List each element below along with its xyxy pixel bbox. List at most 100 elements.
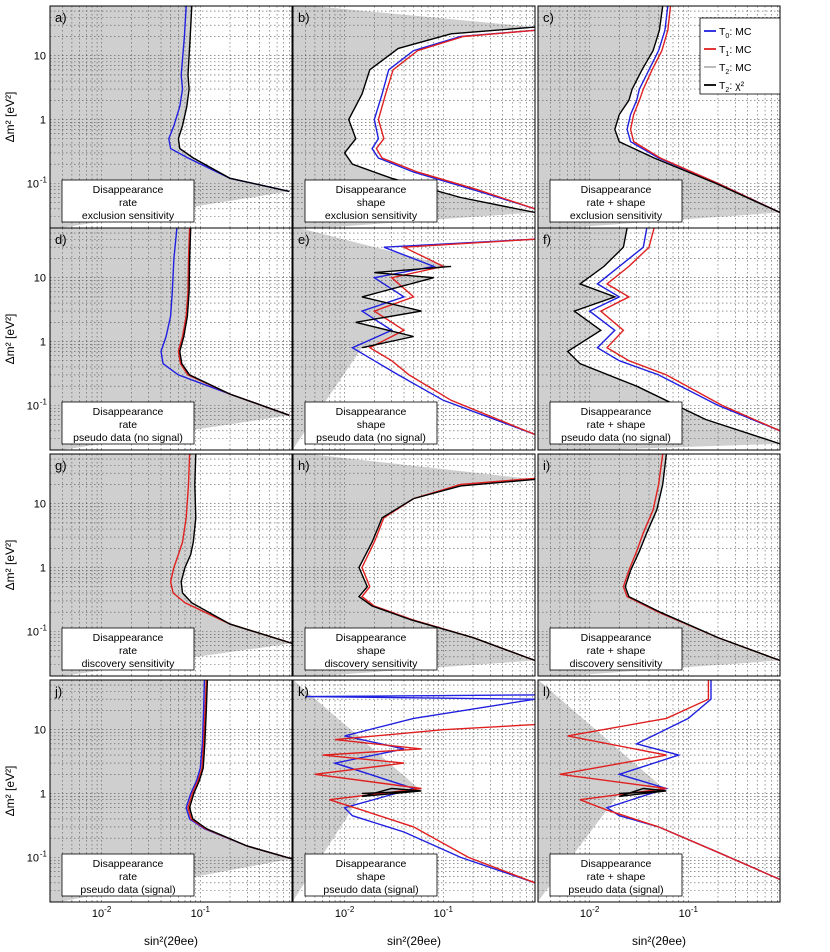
series-line-t2- xyxy=(624,454,780,662)
plot-frame xyxy=(537,227,781,451)
description-line: exclusion sensitivity xyxy=(325,210,418,222)
description-box xyxy=(304,401,438,445)
panel-label: j) xyxy=(54,684,62,699)
description-box xyxy=(61,627,195,671)
y-tick-label: 10 xyxy=(27,852,39,864)
shaded-region xyxy=(538,454,780,676)
description-line: pseudo data (signal) xyxy=(568,884,663,896)
description-box xyxy=(549,627,683,671)
shaded-region xyxy=(293,6,535,228)
plot-frame xyxy=(292,227,536,451)
description-line: Disappearance xyxy=(336,858,407,870)
description-line: rate + shape xyxy=(587,419,646,431)
y-tick-label: 1 xyxy=(40,789,46,801)
panel-label: g) xyxy=(55,458,67,473)
description-line: pseudo data (no signal) xyxy=(561,432,671,444)
legend-label: T2: χ² xyxy=(719,80,745,94)
y-tick-exponent: -1 xyxy=(40,175,48,184)
y-axis-label: Δm² [eV²] xyxy=(3,540,17,591)
description-line: Disappearance xyxy=(336,184,407,196)
series-line-t1-mc xyxy=(169,454,292,644)
description-line: Disappearance xyxy=(93,858,164,870)
description-line: Disappearance xyxy=(93,406,164,418)
description-line: pseudo data (no signal) xyxy=(316,432,426,444)
panel-label: d) xyxy=(55,232,67,247)
plot-frame xyxy=(537,679,781,903)
description-line: rate xyxy=(119,197,137,209)
series-line-t0-mc xyxy=(588,228,780,432)
description-line: Disappearance xyxy=(581,858,652,870)
y-tick-label: 1 xyxy=(40,563,46,575)
y-tick-label: 10 xyxy=(34,499,46,511)
description-box xyxy=(549,401,683,445)
series-line-t2- xyxy=(179,228,290,416)
description-line: rate xyxy=(119,871,137,883)
legend-label: T0: MC xyxy=(719,26,752,40)
x-axis-label: sin²(2θee) xyxy=(387,934,441,948)
description-line: Disappearance xyxy=(93,632,164,644)
description-line: rate + shape xyxy=(587,871,646,883)
y-tick-label: 10 xyxy=(27,178,39,190)
y-tick-exponent: -1 xyxy=(40,623,48,632)
description-line: pseudo data (signal) xyxy=(323,884,418,896)
y-axis-label: Δm² [eV²] xyxy=(3,314,17,365)
description-line: Disappearance xyxy=(581,406,652,418)
series-line-t2- xyxy=(614,6,780,214)
series-line-t2- xyxy=(355,265,452,349)
y-tick-exponent: -1 xyxy=(40,397,48,406)
shaded-region xyxy=(293,454,535,676)
description-box xyxy=(549,179,683,223)
description-line: shape xyxy=(357,645,386,657)
series-line-t1-mc xyxy=(375,29,535,210)
plot-frame xyxy=(537,453,781,677)
description-line: Disappearance xyxy=(581,632,652,644)
series-line-t0-mc xyxy=(350,238,535,436)
series-line-t0-mc xyxy=(305,694,535,884)
y-axis-label: Δm² [eV²] xyxy=(3,766,17,817)
panel-label: c) xyxy=(543,10,554,25)
panel-label: h) xyxy=(298,458,310,473)
series-line-t2- xyxy=(566,228,780,445)
plot-frame xyxy=(49,227,293,451)
shaded-region xyxy=(538,228,780,450)
y-tick-label: 10 xyxy=(34,725,46,737)
description-box xyxy=(304,853,438,897)
description-line: Disappearance xyxy=(336,406,407,418)
description-line: discovery sensitivity xyxy=(570,658,664,670)
x-tick-label: 10-2 xyxy=(335,905,355,920)
description-line: rate + shape xyxy=(587,645,646,657)
x-tick-label: 10-2 xyxy=(92,905,112,920)
series-line-t1-mc xyxy=(559,680,780,881)
legend-label: T2: MC xyxy=(719,62,752,76)
x-tick-label: 10-1 xyxy=(191,905,211,920)
series-line-t0-mc xyxy=(168,6,290,193)
panel-label: a) xyxy=(55,10,67,25)
description-line: exclusion sensitivity xyxy=(570,210,663,222)
x-tick-label: 10-1 xyxy=(679,905,699,920)
panel-label: f) xyxy=(543,232,551,247)
y-tick-label: 10 xyxy=(34,51,46,63)
panel-label: l) xyxy=(543,684,550,699)
description-line: Disappearance xyxy=(93,184,164,196)
series-line-t0-mc xyxy=(160,228,290,416)
plot-frame xyxy=(292,453,536,677)
description-box xyxy=(61,179,195,223)
panel-label: k) xyxy=(298,684,309,699)
x-tick-label: 10-1 xyxy=(434,905,454,920)
series-line-t2- xyxy=(619,787,667,798)
shaded-region xyxy=(50,6,290,228)
y-axis-label: Δm² [eV²] xyxy=(3,92,17,143)
plot-frame xyxy=(49,453,293,677)
y-tick-exponent: -1 xyxy=(40,849,48,858)
description-line: shape xyxy=(357,419,386,431)
x-axis-label: sin²(2θee) xyxy=(144,934,198,948)
shaded-region xyxy=(50,680,292,902)
